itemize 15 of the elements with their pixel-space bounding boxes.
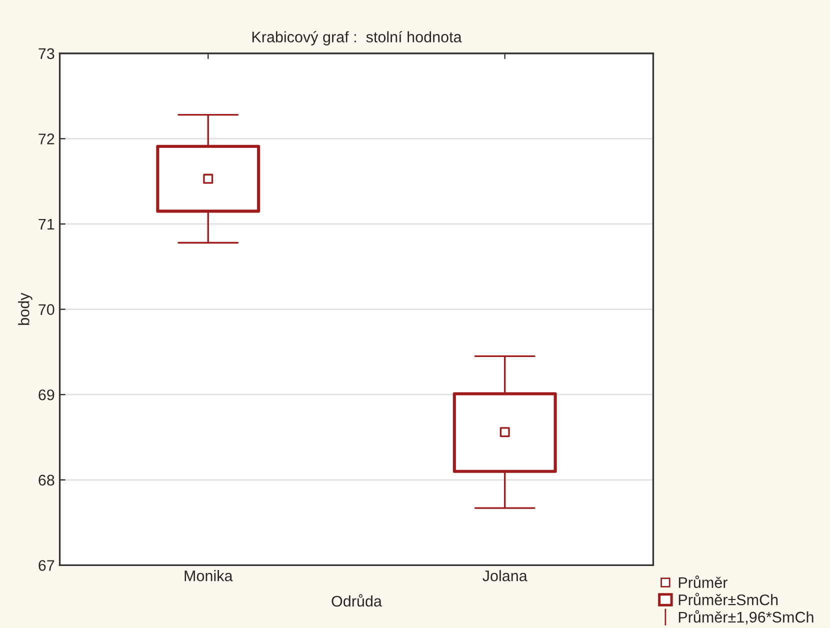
y-tick-label: 72 [38,134,54,144]
text: Průměr±SmCh [678,592,778,606]
chart-title: Krabicový graf : stolní hodnota [252,31,462,46]
text: Průměr±1,96*SmCh [678,610,814,624]
y-tick-label: 68 [38,474,54,486]
x-tick-label: Monika [184,570,233,582]
x-tick-label: Jolana [482,570,528,582]
y-tick-label: 67 [38,560,54,571]
y-axis-title: body [18,292,32,325]
y-tick-label: 73 [38,48,54,60]
y-tick-label: 70 [38,304,54,315]
text: Průměr [678,576,728,588]
x-axis-title: Odrůda [332,594,382,607]
y-tick-label: 69 [38,389,54,400]
y-tick-label: 71 [38,219,54,230]
